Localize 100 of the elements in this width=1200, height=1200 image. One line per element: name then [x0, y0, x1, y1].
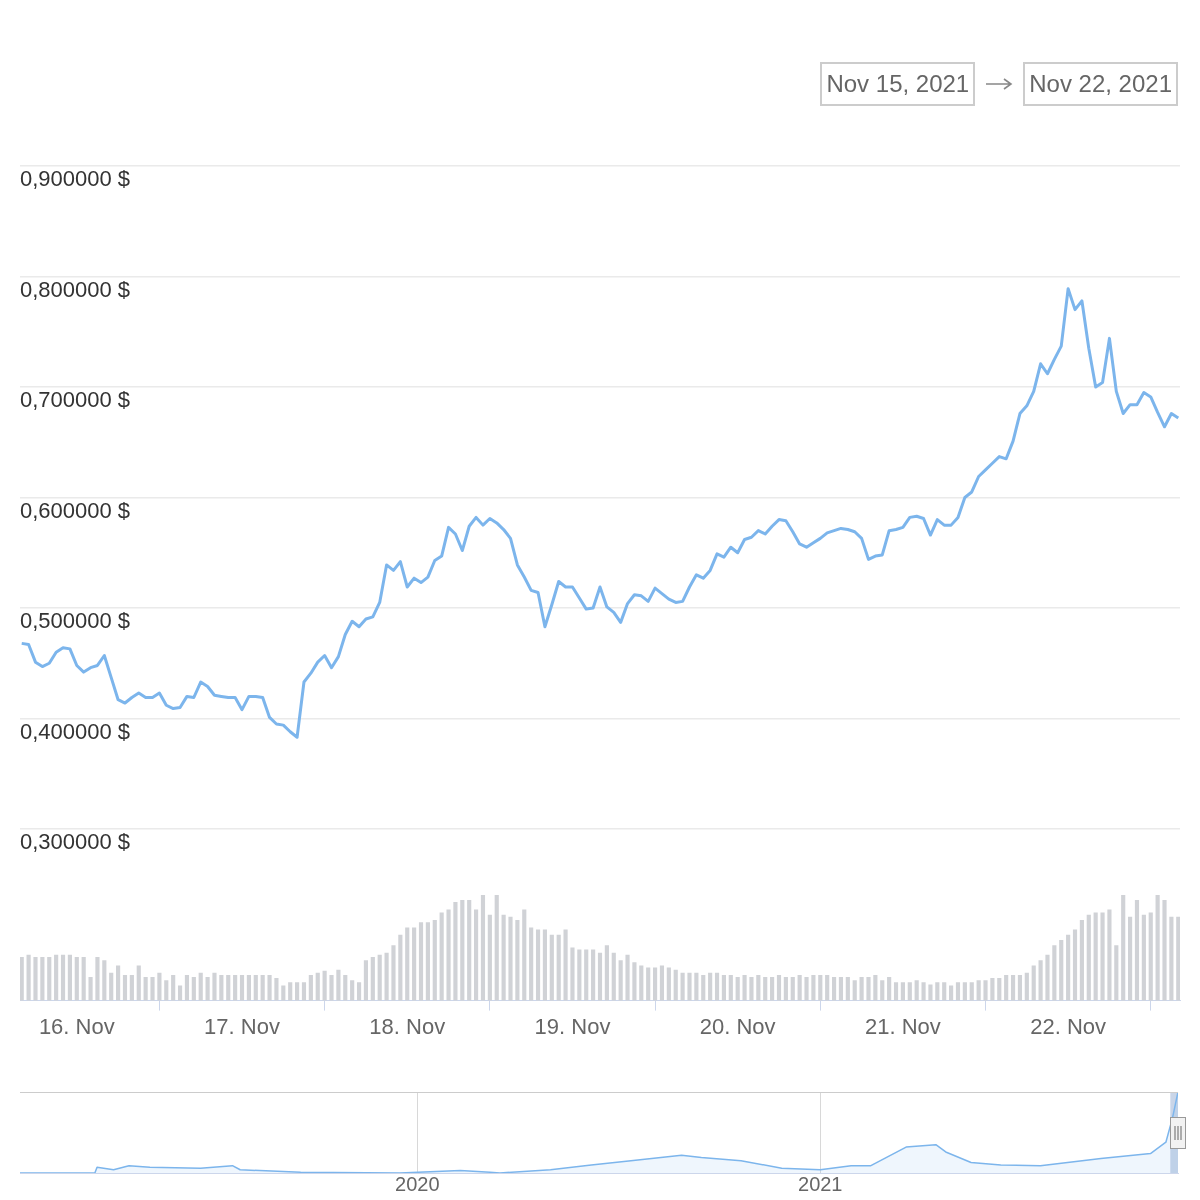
x-tick-label: 17. Nov [204, 1013, 280, 1039]
bar [480, 895, 486, 1001]
bar [866, 977, 871, 1001]
bar [95, 956, 100, 1001]
bar [591, 949, 596, 1001]
bar [1031, 965, 1036, 1001]
x-tick-label: 2020 [395, 1172, 440, 1195]
bar [680, 972, 685, 1001]
bar [239, 974, 245, 1001]
bar [584, 949, 589, 1001]
y-tick-label: 0,300000 $ [20, 829, 131, 855]
bar [253, 974, 258, 1001]
bar [597, 952, 603, 1001]
bar [990, 978, 995, 1001]
x-tick-label: 18. Nov [369, 1013, 446, 1039]
bar [701, 974, 706, 1001]
bar [74, 956, 79, 1001]
bar [1100, 912, 1105, 1001]
y-tick-label: 0,900000 $ [20, 166, 131, 192]
bar [1162, 899, 1167, 1001]
bar [756, 974, 761, 1001]
bar [1066, 934, 1071, 1001]
bar [198, 972, 203, 1001]
bar [315, 972, 320, 1001]
bar [136, 965, 141, 1001]
bar [646, 967, 651, 1001]
bar [370, 956, 375, 1001]
y-tick-label: 0,600000 $ [20, 497, 131, 523]
bar [887, 977, 892, 1001]
bar [893, 982, 899, 1001]
bar [1079, 920, 1084, 1001]
bar [405, 927, 410, 1001]
bar [522, 909, 527, 1001]
bar [418, 922, 424, 1001]
bar [838, 977, 844, 1001]
bar [542, 929, 548, 1001]
x-tick-label: 20. Nov [699, 1013, 776, 1039]
bar [859, 977, 864, 1001]
bar [1024, 972, 1029, 1001]
bar [625, 954, 630, 1001]
bar [900, 982, 905, 1001]
x-tick-label: 19. Nov [534, 1013, 611, 1039]
bar [831, 977, 837, 1001]
bar [708, 972, 713, 1001]
bar [336, 969, 341, 1001]
text: Nov 22, 2021 [1023, 62, 1178, 106]
bar [797, 974, 802, 1001]
bar [577, 949, 582, 1001]
bar [811, 974, 816, 1001]
bar [714, 972, 720, 1001]
bar [962, 982, 967, 1001]
bar [412, 927, 417, 1001]
y-tick-label: 0,800000 $ [20, 276, 131, 302]
bar [501, 914, 506, 1001]
bar [205, 977, 210, 1001]
bar [281, 985, 286, 1001]
bar [67, 954, 72, 1001]
bar [26, 954, 31, 1001]
bar [763, 977, 768, 1001]
bar [921, 982, 926, 1001]
bar [570, 947, 575, 1001]
bar [535, 929, 541, 1001]
bar [1107, 909, 1112, 1001]
bar [790, 977, 795, 1001]
bar [770, 977, 775, 1001]
bar [742, 974, 747, 1001]
bar [735, 977, 740, 1001]
bar [129, 974, 134, 1001]
bar [1086, 914, 1091, 1001]
bar [880, 980, 885, 1001]
bar [997, 978, 1002, 1001]
bar [474, 909, 479, 1001]
y-tick-label: 0,700000 $ [20, 387, 131, 413]
bar [969, 982, 974, 1001]
bar [728, 974, 733, 1001]
bar [460, 899, 465, 1001]
bar [639, 965, 644, 1001]
bar [1114, 945, 1119, 1001]
x-tick-label: 21. Nov [864, 1013, 941, 1039]
bar [1134, 899, 1140, 1001]
bar [233, 974, 238, 1001]
bar [1004, 974, 1009, 1001]
bar [439, 912, 444, 1001]
bar [171, 974, 176, 1001]
bar [955, 982, 961, 1001]
bar [1128, 916, 1133, 1001]
bar [47, 956, 52, 1001]
bar [109, 972, 114, 1001]
bar [487, 914, 492, 1001]
bar [391, 945, 396, 1001]
bar [219, 974, 224, 1001]
bar [1045, 954, 1050, 1001]
bar [494, 895, 499, 1001]
bar [184, 974, 190, 1001]
bar [721, 974, 726, 1001]
bar [618, 960, 623, 1001]
bar [949, 985, 954, 1001]
bar [1155, 895, 1160, 1001]
bar [1052, 945, 1057, 1001]
bar [873, 974, 878, 1001]
